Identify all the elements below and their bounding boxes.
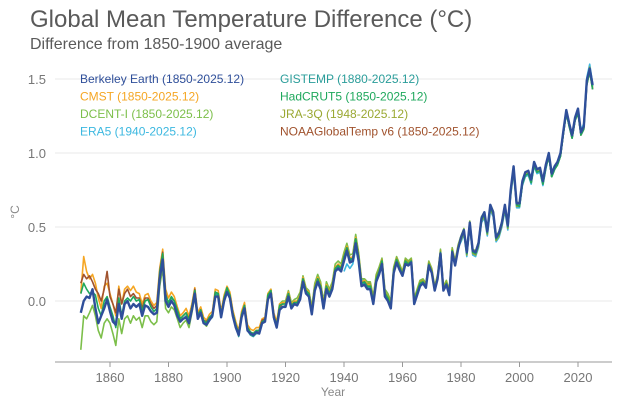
legend-item: CMST (1850-2025.12) [80,90,199,104]
x-tick-label: 1920 [271,370,300,385]
chart-title: Global Mean Temperature Difference (°C) [30,6,472,33]
x-tick-label: 1900 [213,370,242,385]
y-tick-label: 0.5 [28,220,46,235]
x-axis-label: Year [321,385,345,399]
y-tick-label: 0.0 [28,294,46,309]
series-line-berkeley [79,67,594,337]
x-tick-label: 1940 [330,370,359,385]
x-tick-label: 2000 [505,370,534,385]
x-tick-label: 2020 [564,370,593,385]
legend-item: Berkeley Earth (1850-2025.12) [80,72,244,86]
legend-item: ERA5 (1940-2025.12) [80,125,197,139]
legend-item: DCENT-I (1850-2025.12) [80,107,213,121]
x-tick-label: 1880 [154,370,183,385]
series-lines [79,63,594,350]
y-tick-label: 1.0 [28,146,46,161]
x-axis-ticks: 1860 1880 1900 1920 1940 1960 1980 2000 2020 [96,362,593,385]
legend-item: JRA-3Q (1948-2025.12) [280,107,408,121]
gridlines [55,78,612,302]
legend-item: NOAAGlobalTemp v6 (1850-2025.12) [280,125,479,139]
y-axis-ticks: 0.0 0.5 1.0 1.5 [28,72,46,309]
x-tick-label: 1980 [447,370,476,385]
y-tick-label: 1.5 [28,72,46,87]
legend-item: HadCRUT5 (1850-2025.12) [280,90,427,104]
y-axis-label: °C [8,205,22,219]
legend-item: GISTEMP (1880-2025.12) [280,72,419,86]
legend: Berkeley Earth (1850-2025.12) CMST (1850-… [80,72,479,139]
x-tick-label: 1860 [96,370,125,385]
chart-subtitle: Difference from 1850-1900 average [30,36,282,53]
x-tick-label: 1960 [388,370,417,385]
